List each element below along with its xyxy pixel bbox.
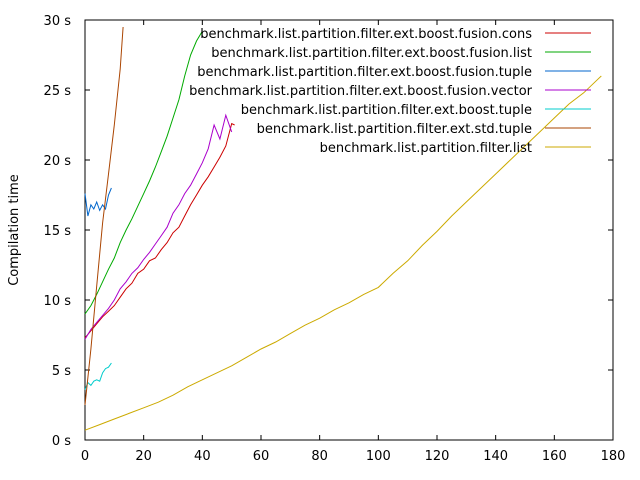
y-axis-title: Compilation time xyxy=(7,174,22,286)
y-tick-label: 25 s xyxy=(44,84,72,99)
legend-label: benchmark.list.partition.filter.ext.std.… xyxy=(257,122,532,137)
x-tick-label: 40 xyxy=(194,449,211,464)
legend-label: benchmark.list.partition.filter.ext.boos… xyxy=(197,65,532,80)
x-tick-label: 0 xyxy=(81,449,89,464)
y-tick-label: 5 s xyxy=(52,364,71,379)
series-line xyxy=(84,75,602,431)
legend: benchmark.list.partition.filter.ext.boos… xyxy=(189,27,591,156)
x-tick-label: 120 xyxy=(425,449,450,464)
x-tick-label: 180 xyxy=(601,449,626,464)
x-tick-label: 100 xyxy=(366,449,391,464)
legend-label: benchmark.list.partition.filter.ext.boos… xyxy=(189,84,532,99)
series-line xyxy=(84,187,112,217)
legend-label: benchmark.list.partition.filter.ext.boos… xyxy=(200,27,532,42)
series-line xyxy=(84,30,203,315)
y-tick-label: 15 s xyxy=(44,224,72,239)
y-tick-label: 10 s xyxy=(44,294,72,309)
legend-label: benchmark.list.partition.filter.ext.boos… xyxy=(241,103,532,118)
plot-border xyxy=(84,19,614,441)
y-tick-label: 0 s xyxy=(52,434,71,449)
series-line xyxy=(84,122,235,339)
y-tick-label: 20 s xyxy=(44,154,72,169)
legend-label: benchmark.list.partition.filter.ext.boos… xyxy=(211,46,532,61)
x-tick-label: 80 xyxy=(311,449,328,464)
axis-ticks: 0 20 40 60 80 100 120 140 160 180 0 s 5 s 10 s 15 s 20… xyxy=(44,14,626,464)
series-line xyxy=(84,362,112,390)
x-tick-label: 60 xyxy=(253,449,270,464)
x-tick-label: 160 xyxy=(542,449,567,464)
legend-label: benchmark.list.partition.filter.list xyxy=(320,141,532,156)
series-group xyxy=(84,26,602,431)
x-tick-label: 140 xyxy=(483,449,508,464)
series-line xyxy=(84,113,233,340)
y-tick-label: 30 s xyxy=(44,14,72,29)
series-line xyxy=(84,26,124,406)
x-tick-label: 20 xyxy=(135,449,152,464)
